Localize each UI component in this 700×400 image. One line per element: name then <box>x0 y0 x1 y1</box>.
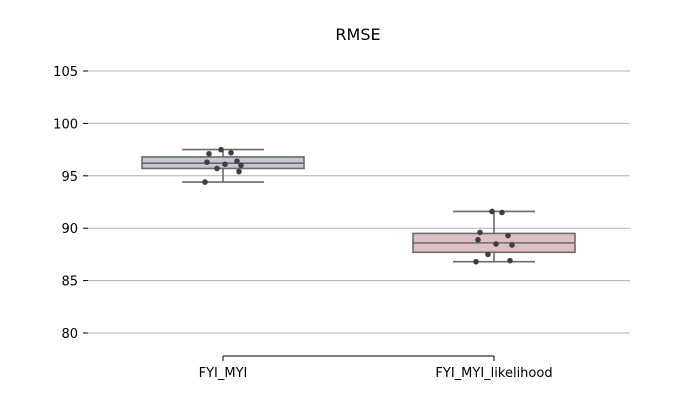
y-tick-label: 85 <box>61 275 78 290</box>
data-point <box>477 229 483 236</box>
data-point <box>234 158 240 164</box>
x-tick-label: FYI_MYI <box>199 366 248 381</box>
data-point <box>218 146 224 153</box>
box-series <box>141 146 576 265</box>
y-tick-label: 80 <box>61 327 78 342</box>
data-point <box>493 241 499 247</box>
data-point <box>489 208 495 215</box>
data-point <box>509 242 515 248</box>
x-tick-label: FYI_MYI_likelihood <box>435 366 552 381</box>
y-tick-label: 105 <box>53 65 78 80</box>
y-tick-label: 90 <box>61 222 78 237</box>
chart-title: RMSE <box>335 25 380 44</box>
data-point <box>236 168 242 175</box>
y-tick-label: 95 <box>61 170 78 185</box>
x-axis: FYI_MYI FYI_MYI_likelihood <box>199 355 553 381</box>
data-point <box>473 258 479 265</box>
data-point <box>206 150 212 157</box>
data-point <box>228 149 234 156</box>
grid-lines <box>88 70 630 334</box>
data-point <box>202 179 208 185</box>
y-tick-label: 100 <box>53 117 78 132</box>
data-point <box>222 161 228 168</box>
data-point <box>204 159 210 165</box>
data-point <box>238 162 244 169</box>
data-point <box>505 232 511 239</box>
data-point <box>499 209 505 216</box>
box-group-FYI_MYI_likelihood <box>412 208 576 265</box>
box-group-FYI_MYI <box>141 146 305 185</box>
data-point <box>507 257 513 264</box>
data-point <box>485 251 491 258</box>
data-point <box>214 165 220 172</box>
data-point <box>475 236 481 243</box>
y-axis: 80 85 90 95 100 105 <box>53 65 88 342</box>
